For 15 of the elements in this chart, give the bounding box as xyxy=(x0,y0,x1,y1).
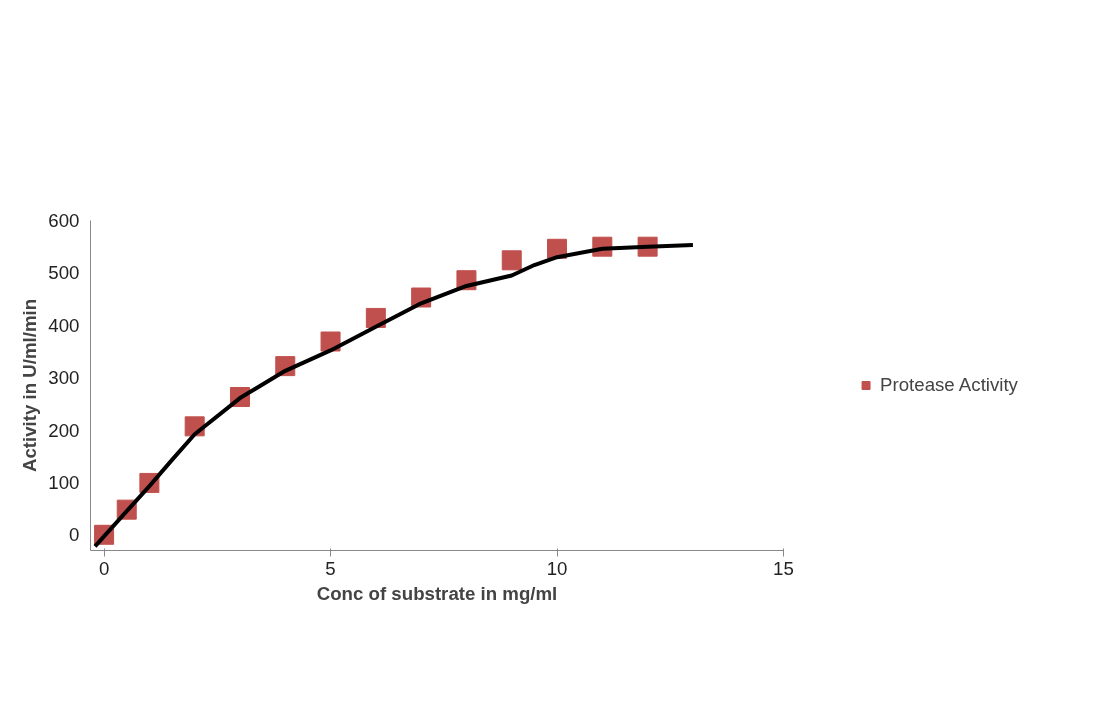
x-tick-label: 10 xyxy=(546,557,568,579)
x-axis-title: Conc of substrate in mg/ml xyxy=(316,582,558,604)
y-tick-label: 100 xyxy=(48,471,80,493)
y-tick-label: 500 xyxy=(48,262,80,284)
y-tick-label: 0 xyxy=(69,524,80,546)
legend-label: Protease Activity xyxy=(880,374,1018,396)
y-axis-title: Activity in U/ml/min xyxy=(19,298,41,473)
x-tick-label: 15 xyxy=(773,557,794,579)
x-tick-label: 5 xyxy=(325,557,336,579)
y-tick-label: 200 xyxy=(48,419,80,441)
point xyxy=(501,250,522,271)
y-tick-label: 400 xyxy=(48,314,80,336)
y-tick-label: 300 xyxy=(48,367,80,389)
x-tick-label: 0 xyxy=(98,557,110,579)
y-tick-label: 600 xyxy=(48,210,80,231)
